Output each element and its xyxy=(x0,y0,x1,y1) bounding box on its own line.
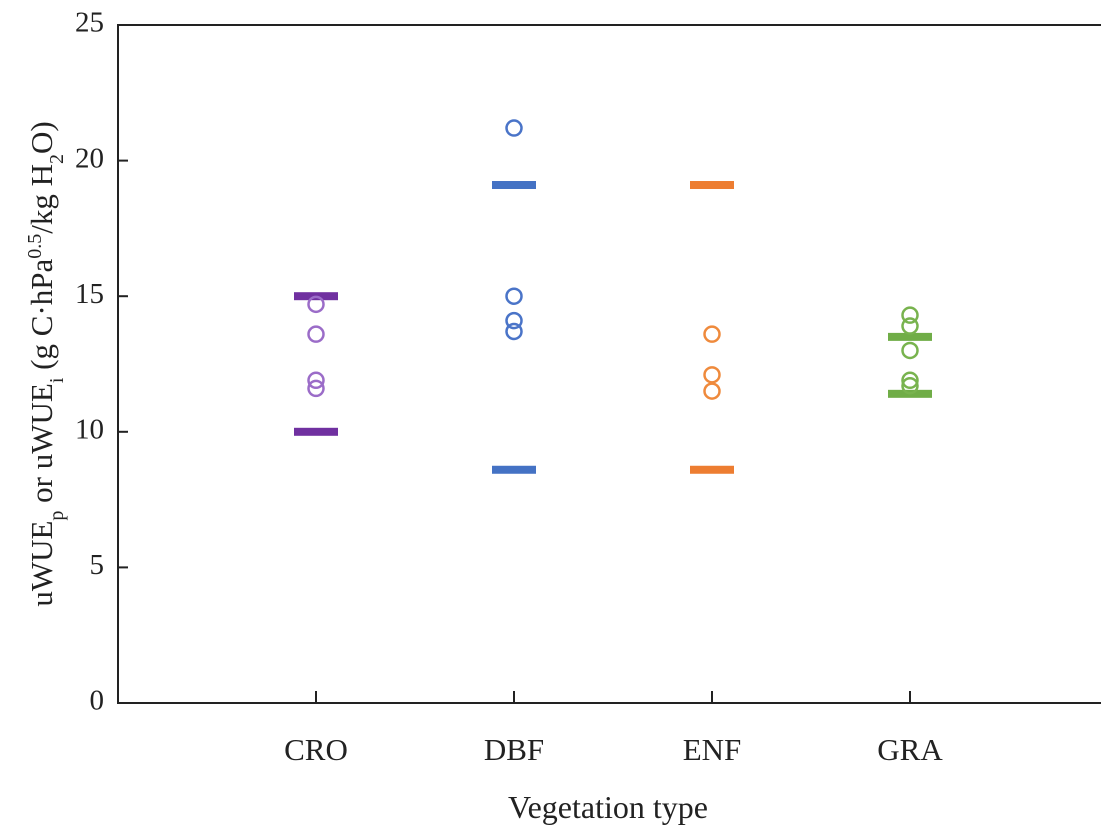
point xyxy=(703,325,721,343)
point xyxy=(901,371,919,390)
point xyxy=(505,311,523,330)
range-mark xyxy=(690,181,734,190)
range-mark xyxy=(294,427,338,436)
x-tick-label: ENF xyxy=(683,732,742,767)
point xyxy=(307,379,325,398)
point xyxy=(505,287,523,305)
y-axis-label-part: (g C·hPa xyxy=(24,259,59,378)
point xyxy=(505,322,523,341)
y-axis-label-part: p xyxy=(46,511,68,521)
range-mark xyxy=(492,181,536,190)
y-axis-label-part: O) xyxy=(24,121,59,154)
point xyxy=(505,119,523,137)
point xyxy=(307,295,325,314)
y-tick-label: 5 xyxy=(90,549,105,581)
point xyxy=(901,376,919,395)
x-axis-label: Vegetation type xyxy=(508,789,708,825)
y-axis-label-part: /kg H xyxy=(24,164,59,234)
y-axis-label-part: or uWUE xyxy=(24,383,59,510)
point xyxy=(901,341,919,360)
y-axis-label-part: i xyxy=(46,377,68,383)
point xyxy=(703,366,721,384)
x-tick-label: GRA xyxy=(877,732,943,767)
y-tick-label: 0 xyxy=(90,685,105,717)
range-mark xyxy=(888,332,932,341)
y-axis-label-part: 2 xyxy=(46,154,68,164)
y-axis-label: uWUEp or uWUEi (g C·hPa0.5/kg H2O) xyxy=(24,121,68,606)
point xyxy=(901,306,919,324)
x-tick-label: CRO xyxy=(284,732,348,767)
y-tick-label: 25 xyxy=(75,7,104,39)
y-tick-label: 10 xyxy=(75,413,104,445)
point xyxy=(307,371,325,390)
range-mark xyxy=(492,465,536,474)
point xyxy=(307,325,325,343)
y-axis-label-part: 0.5 xyxy=(24,234,46,259)
range-mark xyxy=(690,465,734,474)
y-tick-label: 15 xyxy=(75,278,104,310)
y-tick-label: 20 xyxy=(75,142,104,174)
point xyxy=(703,382,721,400)
y-axis-label-part: uWUE xyxy=(24,521,59,607)
point xyxy=(901,317,919,335)
x-tick-label: DBF xyxy=(484,732,544,767)
